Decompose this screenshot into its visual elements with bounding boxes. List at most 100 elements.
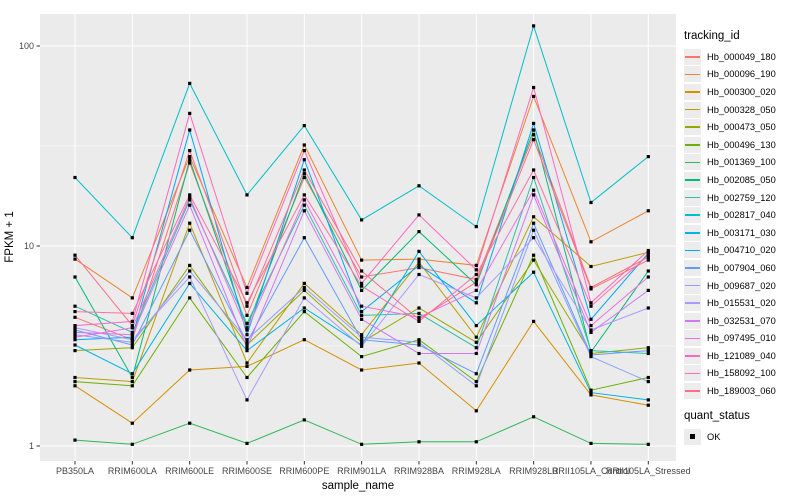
- data-point: [302, 296, 306, 300]
- x-tick-label: PB350LA: [56, 466, 94, 476]
- data-point: [245, 361, 249, 365]
- data-point: [474, 225, 478, 229]
- data-point: [360, 344, 364, 348]
- data-point: [188, 155, 192, 159]
- data-point: [532, 221, 536, 225]
- data-point: [474, 384, 478, 388]
- plot-panel: [40, 14, 676, 461]
- data-point: [474, 340, 478, 344]
- data-point: [302, 158, 306, 162]
- legend-entry-Hb_004710_020: Hb_004710_020: [684, 242, 798, 260]
- data-point: [532, 94, 536, 98]
- legend-color-swatch: [685, 231, 700, 234]
- legend-color-swatch: [685, 73, 700, 76]
- data-point: [646, 269, 650, 273]
- legend-color-swatch: [685, 355, 700, 357]
- legend-key-box: [684, 224, 701, 241]
- data-point: [360, 258, 364, 262]
- data-point: [646, 248, 650, 253]
- data-point: [417, 257, 421, 261]
- data-point: [417, 213, 421, 217]
- data-point: [245, 304, 249, 308]
- legend-label: OK: [707, 431, 721, 442]
- data-point: [130, 375, 134, 380]
- legend-label: Hb_000300_020: [707, 86, 776, 97]
- data-point: [360, 335, 364, 339]
- legend-entry-Hb_002759_120: Hb_002759_120: [684, 189, 798, 207]
- legend-color-swatch: [685, 267, 700, 269]
- data-point: [646, 275, 650, 279]
- data-point: [417, 272, 421, 277]
- data-point: [360, 310, 364, 314]
- data-point: [73, 338, 77, 342]
- data-point: [73, 330, 77, 334]
- data-point: [73, 438, 77, 442]
- data-point: [532, 85, 536, 90]
- data-point: [417, 306, 421, 310]
- legend-label: Hb_004710_020: [707, 245, 776, 256]
- data-point: [646, 346, 650, 350]
- data-point: [417, 263, 421, 267]
- data-point: [532, 193, 536, 197]
- legend-entry-Hb_000496_130: Hb_000496_130: [684, 136, 798, 154]
- data-point: [302, 310, 306, 314]
- data-point: [646, 306, 650, 310]
- legend-entry-Hb_000049_180: Hb_000049_180: [684, 48, 798, 66]
- data-point: [188, 81, 192, 85]
- legend-label: Hb_158092_100: [707, 368, 776, 379]
- data-point: [417, 351, 421, 356]
- legend-label: Hb_000049_180: [707, 51, 776, 62]
- data-point: [302, 203, 306, 207]
- data-point: [130, 326, 134, 330]
- data-point: [646, 288, 650, 292]
- legend-key-box: [684, 383, 701, 400]
- data-point: [130, 333, 134, 337]
- data-point: [589, 330, 593, 334]
- data-point: [302, 418, 306, 422]
- data-point: [302, 198, 306, 202]
- data-point: [245, 375, 249, 380]
- data-point: [532, 168, 536, 172]
- data-point: [302, 285, 306, 290]
- data-point: [417, 361, 421, 365]
- legend-color-swatch: [685, 214, 700, 216]
- legend-label: Hb_032531_070: [707, 315, 776, 326]
- data-point: [188, 195, 192, 199]
- ok-square-marker-icon: [690, 434, 695, 439]
- data-point: [245, 398, 249, 402]
- data-point: [188, 368, 192, 372]
- data-point: [302, 124, 306, 128]
- y-tick-labels: 1 10 100: [19, 41, 34, 451]
- legend-key-box: [684, 207, 701, 224]
- data-point: [73, 324, 77, 328]
- legend-label: Hb_000496_130: [707, 139, 776, 150]
- y-tick-label: 1: [29, 441, 34, 451]
- data-point: [474, 301, 478, 305]
- data-point: [188, 275, 192, 279]
- data-point: [245, 285, 249, 290]
- x-tick-label: RRIM928LB: [509, 466, 558, 476]
- data-point: [417, 249, 421, 253]
- data-point: [589, 441, 593, 445]
- data-point: [130, 346, 134, 350]
- legend-key-box: [684, 171, 701, 188]
- data-point: [360, 284, 364, 288]
- data-point: [474, 324, 478, 328]
- data-point: [417, 338, 421, 342]
- legend-entry-Hb_002085_050: Hb_002085_050: [684, 171, 798, 189]
- data-point: [474, 280, 478, 284]
- data-point: [302, 209, 306, 213]
- data-point: [188, 128, 192, 132]
- data-point: [532, 133, 536, 137]
- data-point: [73, 375, 77, 380]
- data-point: [73, 257, 77, 261]
- legend-key-box: [684, 136, 701, 153]
- data-point: [360, 340, 364, 344]
- data-point: [73, 343, 77, 347]
- data-point: [302, 306, 306, 310]
- legend-key-box: [684, 242, 701, 259]
- legend-color-swatch: [685, 161, 700, 164]
- data-point: [646, 375, 650, 380]
- legend-label: Hb_001369_100: [707, 157, 776, 168]
- data-point: [188, 198, 192, 202]
